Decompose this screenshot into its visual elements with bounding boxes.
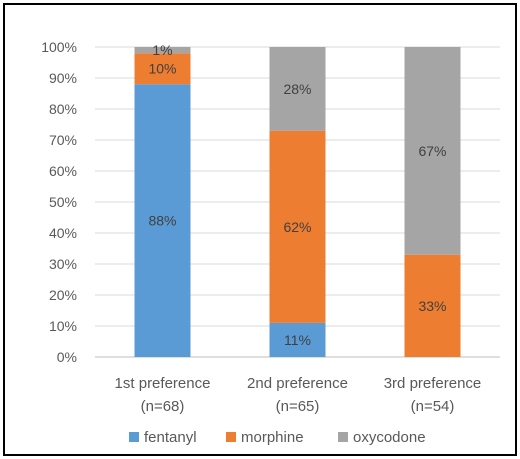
category-label: 2nd preference: [247, 375, 348, 392]
y-tick-label: 100%: [41, 39, 77, 55]
y-tick-label: 30%: [49, 256, 77, 272]
bar-segment-morphine: [134, 53, 191, 85]
data-label-morphine: 33%: [418, 298, 446, 314]
y-tick-label: 40%: [49, 225, 77, 241]
chart-frame: 0% 10% 20% 30% 40% 50% 60% 70% 80% 90% 100% 88% 10%…: [3, 3, 517, 456]
category-label: (n=65): [276, 398, 320, 415]
y-tick-label: 60%: [49, 163, 77, 179]
y-tick-label: 20%: [49, 287, 77, 303]
bar-segment-fentanyl: [134, 84, 191, 357]
bar-segment-oxycodone: [269, 47, 326, 131]
data-label-fentanyl: 88%: [148, 213, 176, 229]
data-label-morphine: 10%: [148, 61, 176, 77]
bar-segment-morphine: [269, 130, 326, 323]
y-tick-label: 0%: [57, 349, 77, 365]
data-label-oxycodone: 28%: [283, 81, 311, 97]
bar-segment-oxycodone: [134, 47, 191, 54]
data-label-fentanyl: 11%: [284, 332, 311, 348]
bars: [134, 47, 461, 357]
legend-label-morphine: morphine: [241, 429, 304, 446]
data-label-oxycodone: 1%: [152, 42, 172, 58]
bar-segment-oxycodone: [404, 47, 461, 255]
legend-label-fentanyl: fentanyl: [144, 429, 197, 446]
y-tick-label: 80%: [49, 101, 77, 117]
bar-segment-morphine: [404, 254, 461, 357]
y-tick-label: 70%: [49, 132, 77, 148]
legend-label-oxycodone: oxycodone: [353, 429, 426, 446]
category-label: (n=68): [141, 398, 185, 415]
y-tick-label: 90%: [49, 70, 77, 86]
legend-swatch-morphine: [226, 432, 236, 442]
stacked-bar-chart: 0% 10% 20% 30% 40% 50% 60% 70% 80% 90% 100% 88% 10%…: [41, 39, 500, 446]
legend-swatch-fentanyl: [129, 432, 139, 442]
category-label: 1st preference: [115, 375, 211, 392]
y-axis-ticks: 0% 10% 20% 30% 40% 50% 60% 70% 80% 90% 100%: [41, 39, 77, 365]
y-tick-label: 50%: [49, 194, 77, 210]
data-label-oxycodone: 67%: [418, 143, 446, 159]
data-labels: 88% 10% 1% 11% 62% 28% 33% 67%: [148, 42, 446, 348]
bar-segment-fentanyl: [269, 322, 326, 357]
category-label: (n=54): [411, 398, 455, 415]
x-axis-categories: 1st preference (n=68) 2nd preference (n=65)…: [115, 375, 482, 415]
legend: fentanyl morphine oxycodone: [129, 429, 426, 446]
y-tick-label: 10%: [49, 318, 77, 334]
data-label-morphine: 62%: [283, 219, 311, 235]
legend-swatch-oxycodone: [338, 432, 348, 442]
category-label: 3rd preference: [384, 375, 482, 392]
